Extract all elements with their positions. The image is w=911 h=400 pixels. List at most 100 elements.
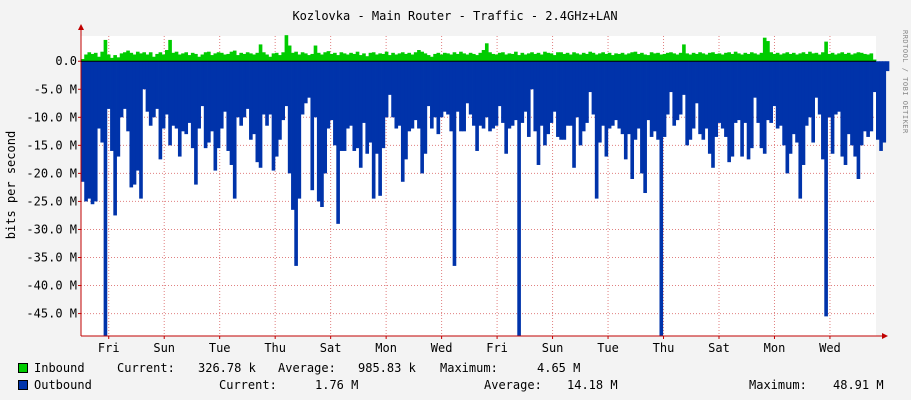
inbound-bar [407,52,412,62]
inbound-bar [643,54,647,62]
inbound-bar [539,54,544,62]
inbound-bar [562,53,567,62]
inbound-bar [303,53,308,62]
inbound-bar [762,37,767,62]
legend-outbound-name: Outbound [34,378,92,392]
outbound-bar [876,61,880,140]
inbound-bar [520,52,525,62]
inbound-bar [171,52,176,62]
x-tick-label: Mon [764,341,786,355]
outbound-bar [365,61,370,154]
outbound-bar [769,61,773,123]
outbound-bar [501,61,505,123]
inbound-bar [530,52,534,62]
inbound-bar [859,52,864,62]
outbound-bar [623,61,628,160]
outbound-bar [271,61,276,171]
outbound-bar [155,61,159,109]
outbound-bar [446,61,450,115]
outbound-bar [123,61,127,109]
inbound-bar [672,53,677,62]
outbound-bar [491,61,496,129]
outbound-bar [665,61,670,115]
outbound-bar [556,61,560,137]
outbound-bar [300,61,305,115]
inbound-bar [743,52,748,62]
outbound-bar [381,61,386,149]
inbound-bar [310,53,315,62]
outbound-bar [846,61,851,135]
outbound-bar [488,61,492,132]
outbound-bar [627,61,631,135]
outbound-bar [261,61,266,115]
y-tick-label: -15.0 M [26,138,77,152]
chart-canvas: 0.0 -5.0 M -10.0 M -15.0 M -20.0 M -25.0 M -30… [4,9,909,355]
inbound-bar [365,56,370,62]
inbound-bar [297,54,302,62]
outbound-bar [788,61,793,154]
outbound-bar [313,61,318,118]
outbound-bar [355,61,360,149]
y-tick-label: -30.0 M [26,222,77,236]
inbound-bar [135,51,140,62]
legend-row-inbound: Inbound Current: 326.78 k Average: 985.8… [0,360,911,376]
outbound-bar [685,61,689,146]
outbound-bar [869,61,874,132]
outbound-bar [303,61,308,104]
inbound-bar [155,53,159,62]
inbound-bar [588,51,593,62]
outbound-bar [219,61,224,129]
outbound-bar [662,61,667,137]
legend-inbound-average: 985.83 k [358,361,416,375]
inbound-bar [779,54,783,62]
outbound-bar [349,61,353,126]
inbound-bar [265,54,269,62]
outbound-bar [766,61,770,121]
outbound-bar [575,61,580,118]
outbound-bar [310,61,315,191]
outbound-bar [152,61,156,118]
inbound-bar [462,53,466,62]
inbound-bar [236,55,240,62]
x-tick-label: Fri [486,341,508,355]
legend-inbound-average-label: Average: [278,361,336,375]
outbound-bar [863,61,867,132]
outbound-bar [672,61,677,126]
outbound-bar [743,61,748,123]
outbound-bar [106,61,111,109]
inbound-bar [782,53,786,62]
outbound-bar [630,61,635,179]
inbound-bar [423,53,428,62]
x-tick-label: Tue [597,341,619,355]
outbound-bar [507,61,512,129]
inbound-bar [711,52,715,62]
outbound-bar [520,61,525,123]
inbound-bar [420,51,424,62]
inbound-bar [863,53,867,62]
outbound-bar [394,61,399,129]
inbound-bar [123,52,127,62]
inbound-bar [368,52,373,62]
outbound-bar [539,61,544,126]
legend-inbound-name: Inbound [34,361,85,375]
inbound-bar [452,52,457,62]
outbound-bar [643,61,647,194]
outbound-bar [581,61,586,132]
x-tick-label: Sat [708,341,730,355]
inbound-bar [116,57,121,62]
inbound-bar [552,55,557,62]
outbound-bar [87,61,92,199]
outbound-bar [190,61,195,149]
inbound-bar [695,53,699,62]
outbound-bar [375,61,379,154]
x-tick-label: Fri [98,341,120,355]
outbound-bar [126,61,130,132]
outbound-bar [775,61,780,129]
outbound-bar [785,61,790,174]
inbound-bar [219,52,224,62]
inbound-bar [833,54,838,62]
inbound-bar [281,52,285,62]
inbound-bar [339,52,344,62]
outbound-bar [307,61,311,98]
inbound-bar [856,52,861,62]
